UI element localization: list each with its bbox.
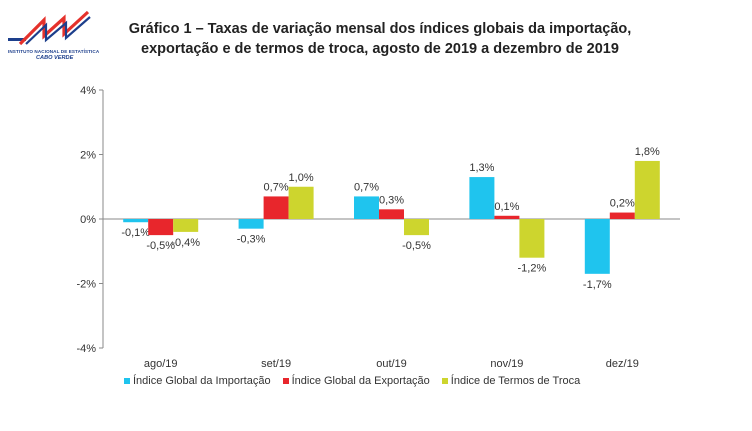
data-label: 0,7%	[354, 181, 379, 193]
chart-title-line2: exportação e de termos de troca, agosto …	[141, 41, 619, 57]
legend-label: Índice de Termos de Troca	[450, 375, 581, 387]
data-label: -1,7%	[583, 279, 612, 291]
bar	[148, 219, 174, 236]
bar	[379, 209, 404, 219]
data-label: -1,2%	[518, 263, 547, 275]
data-label: 1,0%	[289, 172, 314, 184]
chart-title: Gráfico 1 – Taxas de variação mensal dos…	[110, 19, 650, 59]
x-tick-label: nov/19	[490, 358, 523, 370]
bar	[173, 219, 199, 232]
logo-zigzag-blue	[25, 16, 91, 45]
logo-zigzag-red	[18, 10, 90, 46]
bar	[584, 219, 610, 274]
data-label: 0,7%	[264, 181, 289, 193]
ine-logo: INSTITUTO NACIONAL DE ESTATÍSTICA CABO V…	[6, 8, 106, 62]
data-label: -0,5%	[402, 240, 431, 252]
data-label: 1,3%	[469, 162, 494, 174]
data-label: 0,1%	[494, 201, 519, 213]
legend-item: Índice Global da Exportação	[282, 375, 430, 387]
legend-swatch	[441, 378, 448, 384]
legend-label: Índice Global da Exportação	[291, 375, 430, 387]
legend-item: Índice de Termos de Troca	[441, 375, 581, 387]
logo-bar	[8, 38, 26, 41]
y-tick-label: 2%	[80, 150, 96, 162]
chart-title-line1: Gráfico 1 – Taxas de variação mensal dos…	[128, 21, 632, 37]
logo-org-country: CABO VERDE	[36, 55, 74, 61]
bar	[263, 196, 289, 219]
bar	[609, 212, 635, 219]
legend-swatch	[124, 378, 130, 384]
y-tick-label: -4%	[76, 343, 96, 355]
y-tick-label: 4%	[80, 85, 96, 97]
y-tick-label: -2%	[76, 279, 96, 291]
data-label: -0,5%	[146, 240, 175, 252]
x-tick-label: set/19	[261, 358, 291, 370]
legend-item: Índice Global da Importação	[124, 375, 271, 387]
legend-swatch	[282, 378, 289, 384]
data-label: 0,3%	[379, 194, 404, 206]
data-label: -0,4%	[171, 237, 200, 249]
data-label: -0,3%	[237, 234, 266, 246]
bar	[123, 219, 149, 223]
bar	[519, 219, 545, 258]
logo-org-name: INSTITUTO NACIONAL DE ESTATÍSTICA	[8, 49, 100, 54]
bar	[494, 215, 520, 219]
x-tick-label: ago/19	[144, 358, 178, 370]
bar	[404, 219, 429, 236]
x-tick-label: dez/19	[606, 358, 639, 370]
bar	[288, 186, 314, 219]
bar	[634, 160, 660, 219]
chart-legend: Índice Global da Importação Índice Global…	[124, 375, 580, 387]
legend-label: Índice Global da Importação	[133, 375, 271, 387]
bar	[354, 196, 379, 219]
bar	[238, 219, 264, 229]
data-label: 0,2%	[610, 198, 635, 210]
data-label: -0,1%	[121, 227, 150, 239]
bar	[469, 177, 495, 219]
data-label: 1,8%	[635, 146, 660, 158]
x-tick-label: out/19	[376, 358, 407, 370]
ine-logo-mark	[8, 10, 91, 46]
y-tick-label: 0%	[80, 214, 96, 226]
